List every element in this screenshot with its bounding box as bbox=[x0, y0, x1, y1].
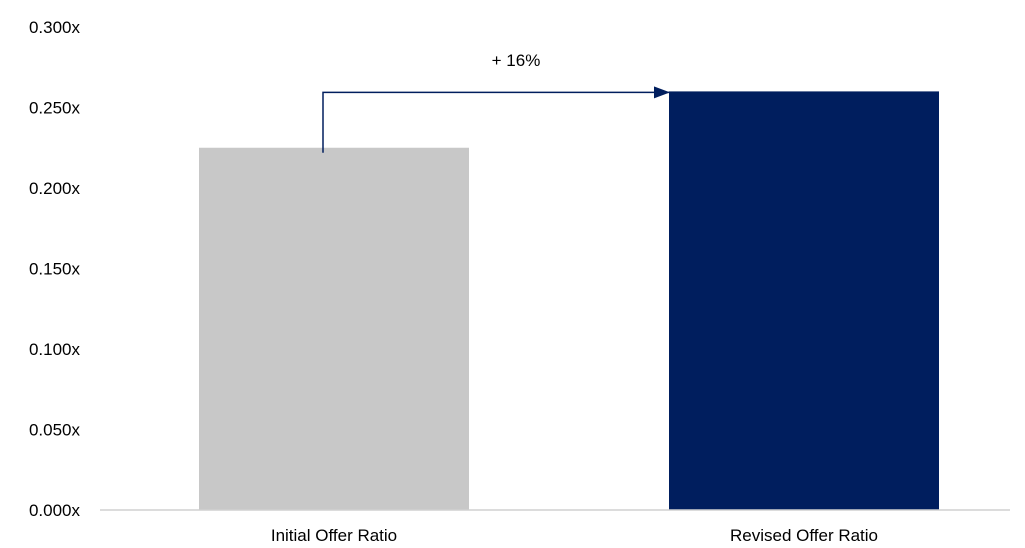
y-tick-label: 0.050x bbox=[29, 421, 81, 440]
bar-revised-offer-ratio bbox=[669, 91, 939, 511]
x-category-label: Initial Offer Ratio bbox=[271, 526, 397, 545]
bar-initial-offer-ratio bbox=[199, 147, 469, 510]
change-arrow bbox=[322, 86, 670, 153]
bars bbox=[199, 91, 939, 511]
y-tick-label: 0.000x bbox=[29, 501, 81, 520]
y-tick-label: 0.100x bbox=[29, 340, 81, 359]
x-axis: Initial Offer Ratio Revised Offer Ratio bbox=[100, 509, 1010, 545]
y-tick-label: 0.250x bbox=[29, 99, 81, 118]
change-percent-label: + 16% bbox=[492, 51, 541, 70]
y-tick-label: 0.300x bbox=[29, 18, 81, 37]
y-tick-label: 0.200x bbox=[29, 179, 81, 198]
annotations: + 16% bbox=[322, 51, 670, 153]
y-axis: 0.000x 0.050x 0.100x 0.150x 0.200x 0.250x 0.30… bbox=[29, 18, 81, 520]
y-tick-label: 0.150x bbox=[29, 260, 81, 279]
x-category-label: Revised Offer Ratio bbox=[730, 526, 878, 545]
